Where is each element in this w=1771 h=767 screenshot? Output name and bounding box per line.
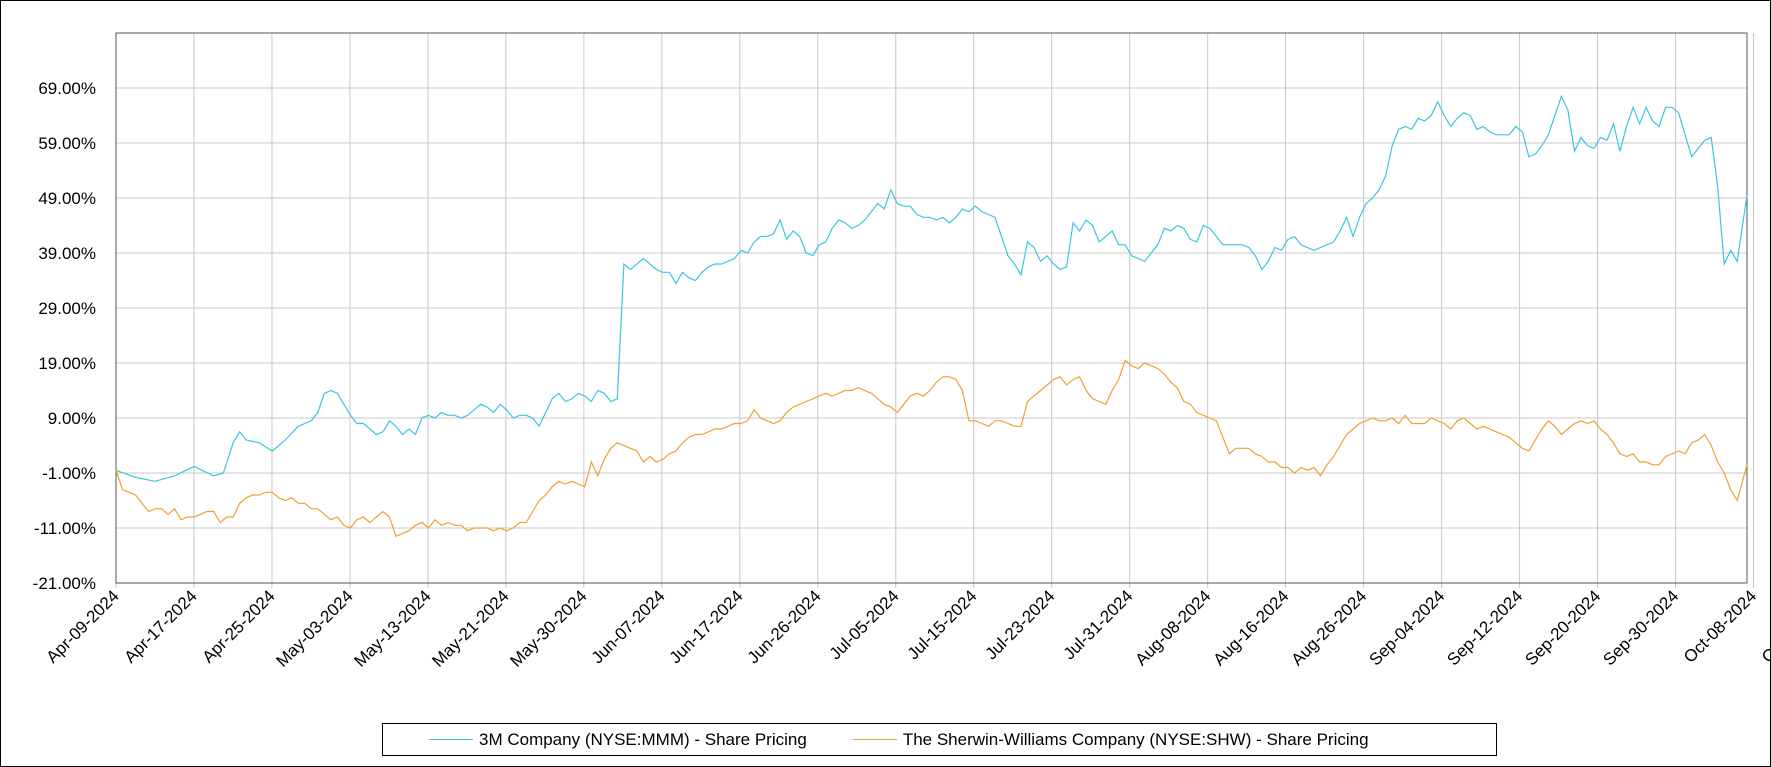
x-tick-label: Jul-05-2024 [826,586,903,663]
legend-label-shw: The Sherwin-Williams Company (NYSE:SHW) … [902,729,1369,749]
x-tick-label: Sep-04-2024 [1365,586,1448,669]
x-tick-label: Sep-30-2024 [1599,586,1682,669]
y-tick-label: -11.00% [34,519,96,538]
y-tick-label: 19.00% [38,354,96,373]
series-line-mmm [115,94,1748,482]
x-tick-label: Jun-26-2024 [744,586,825,667]
plot-area-border [115,32,1748,584]
y-tick-label: -1.00% [42,464,96,483]
x-tick-label: Sep-20-2024 [1521,586,1604,669]
y-tick-label: 69.00% [38,79,96,98]
y-axis-ticks: 69.00% 59.00% 49.00% 39.00% 29.00% 19.00% 9.00… [33,79,96,593]
grid-lines [115,33,1754,588]
x-tick-label: Aug-08-2024 [1132,586,1215,669]
y-tick-label: 9.00% [48,409,96,428]
series-lines [115,94,1748,538]
x-tick-label: Jun-07-2024 [588,586,669,667]
legend-item-shw: The Sherwin-Williams Company (NYSE:SHW) … [852,729,1369,750]
x-tick-label: Jul-15-2024 [904,586,981,663]
series-line-shw [115,359,1748,538]
x-axis-ticks: Apr-09-2024Apr-17-2024Apr-25-2024May-03-… [43,586,1771,670]
y-tick-label: 29.00% [38,299,96,318]
x-tick-label: Oct-08-2024 [1680,586,1760,666]
y-tick-label: 39.00% [38,244,96,263]
legend-swatch-mmm [429,739,473,740]
y-tick-label: 49.00% [38,189,96,208]
legend: 3M Company (NYSE:MMM) - Share Pricing Th… [382,723,1497,756]
x-tick-label: May-13-2024 [350,586,434,670]
x-tick-label: Aug-26-2024 [1287,586,1370,669]
y-tick-label: -21.00% [33,574,96,593]
x-tick-label: Sep-12-2024 [1443,586,1526,669]
x-tick-label: May-03-2024 [272,586,356,670]
x-tick-label: Apr-25-2024 [199,586,279,666]
x-tick-label: Apr-09-2024 [43,586,123,666]
x-tick-label: Aug-16-2024 [1210,586,1293,669]
x-tick-label: May-21-2024 [428,586,512,670]
x-tick-label: Jul-31-2024 [1060,586,1137,663]
x-tick-label: May-30-2024 [506,586,590,670]
x-tick-label: Oct-16-2024 [1758,586,1771,666]
x-tick-label: Jul-23-2024 [982,586,1059,663]
legend-swatch-shw [852,739,897,740]
x-tick-label: Jun-17-2024 [666,586,747,667]
legend-item-mmm: 3M Company (NYSE:MMM) - Share Pricing [429,730,807,750]
y-tick-label: 59.00% [38,134,96,153]
x-tick-label: Apr-17-2024 [121,586,201,666]
legend-label-mmm: 3M Company (NYSE:MMM) - Share Pricing [479,729,807,749]
